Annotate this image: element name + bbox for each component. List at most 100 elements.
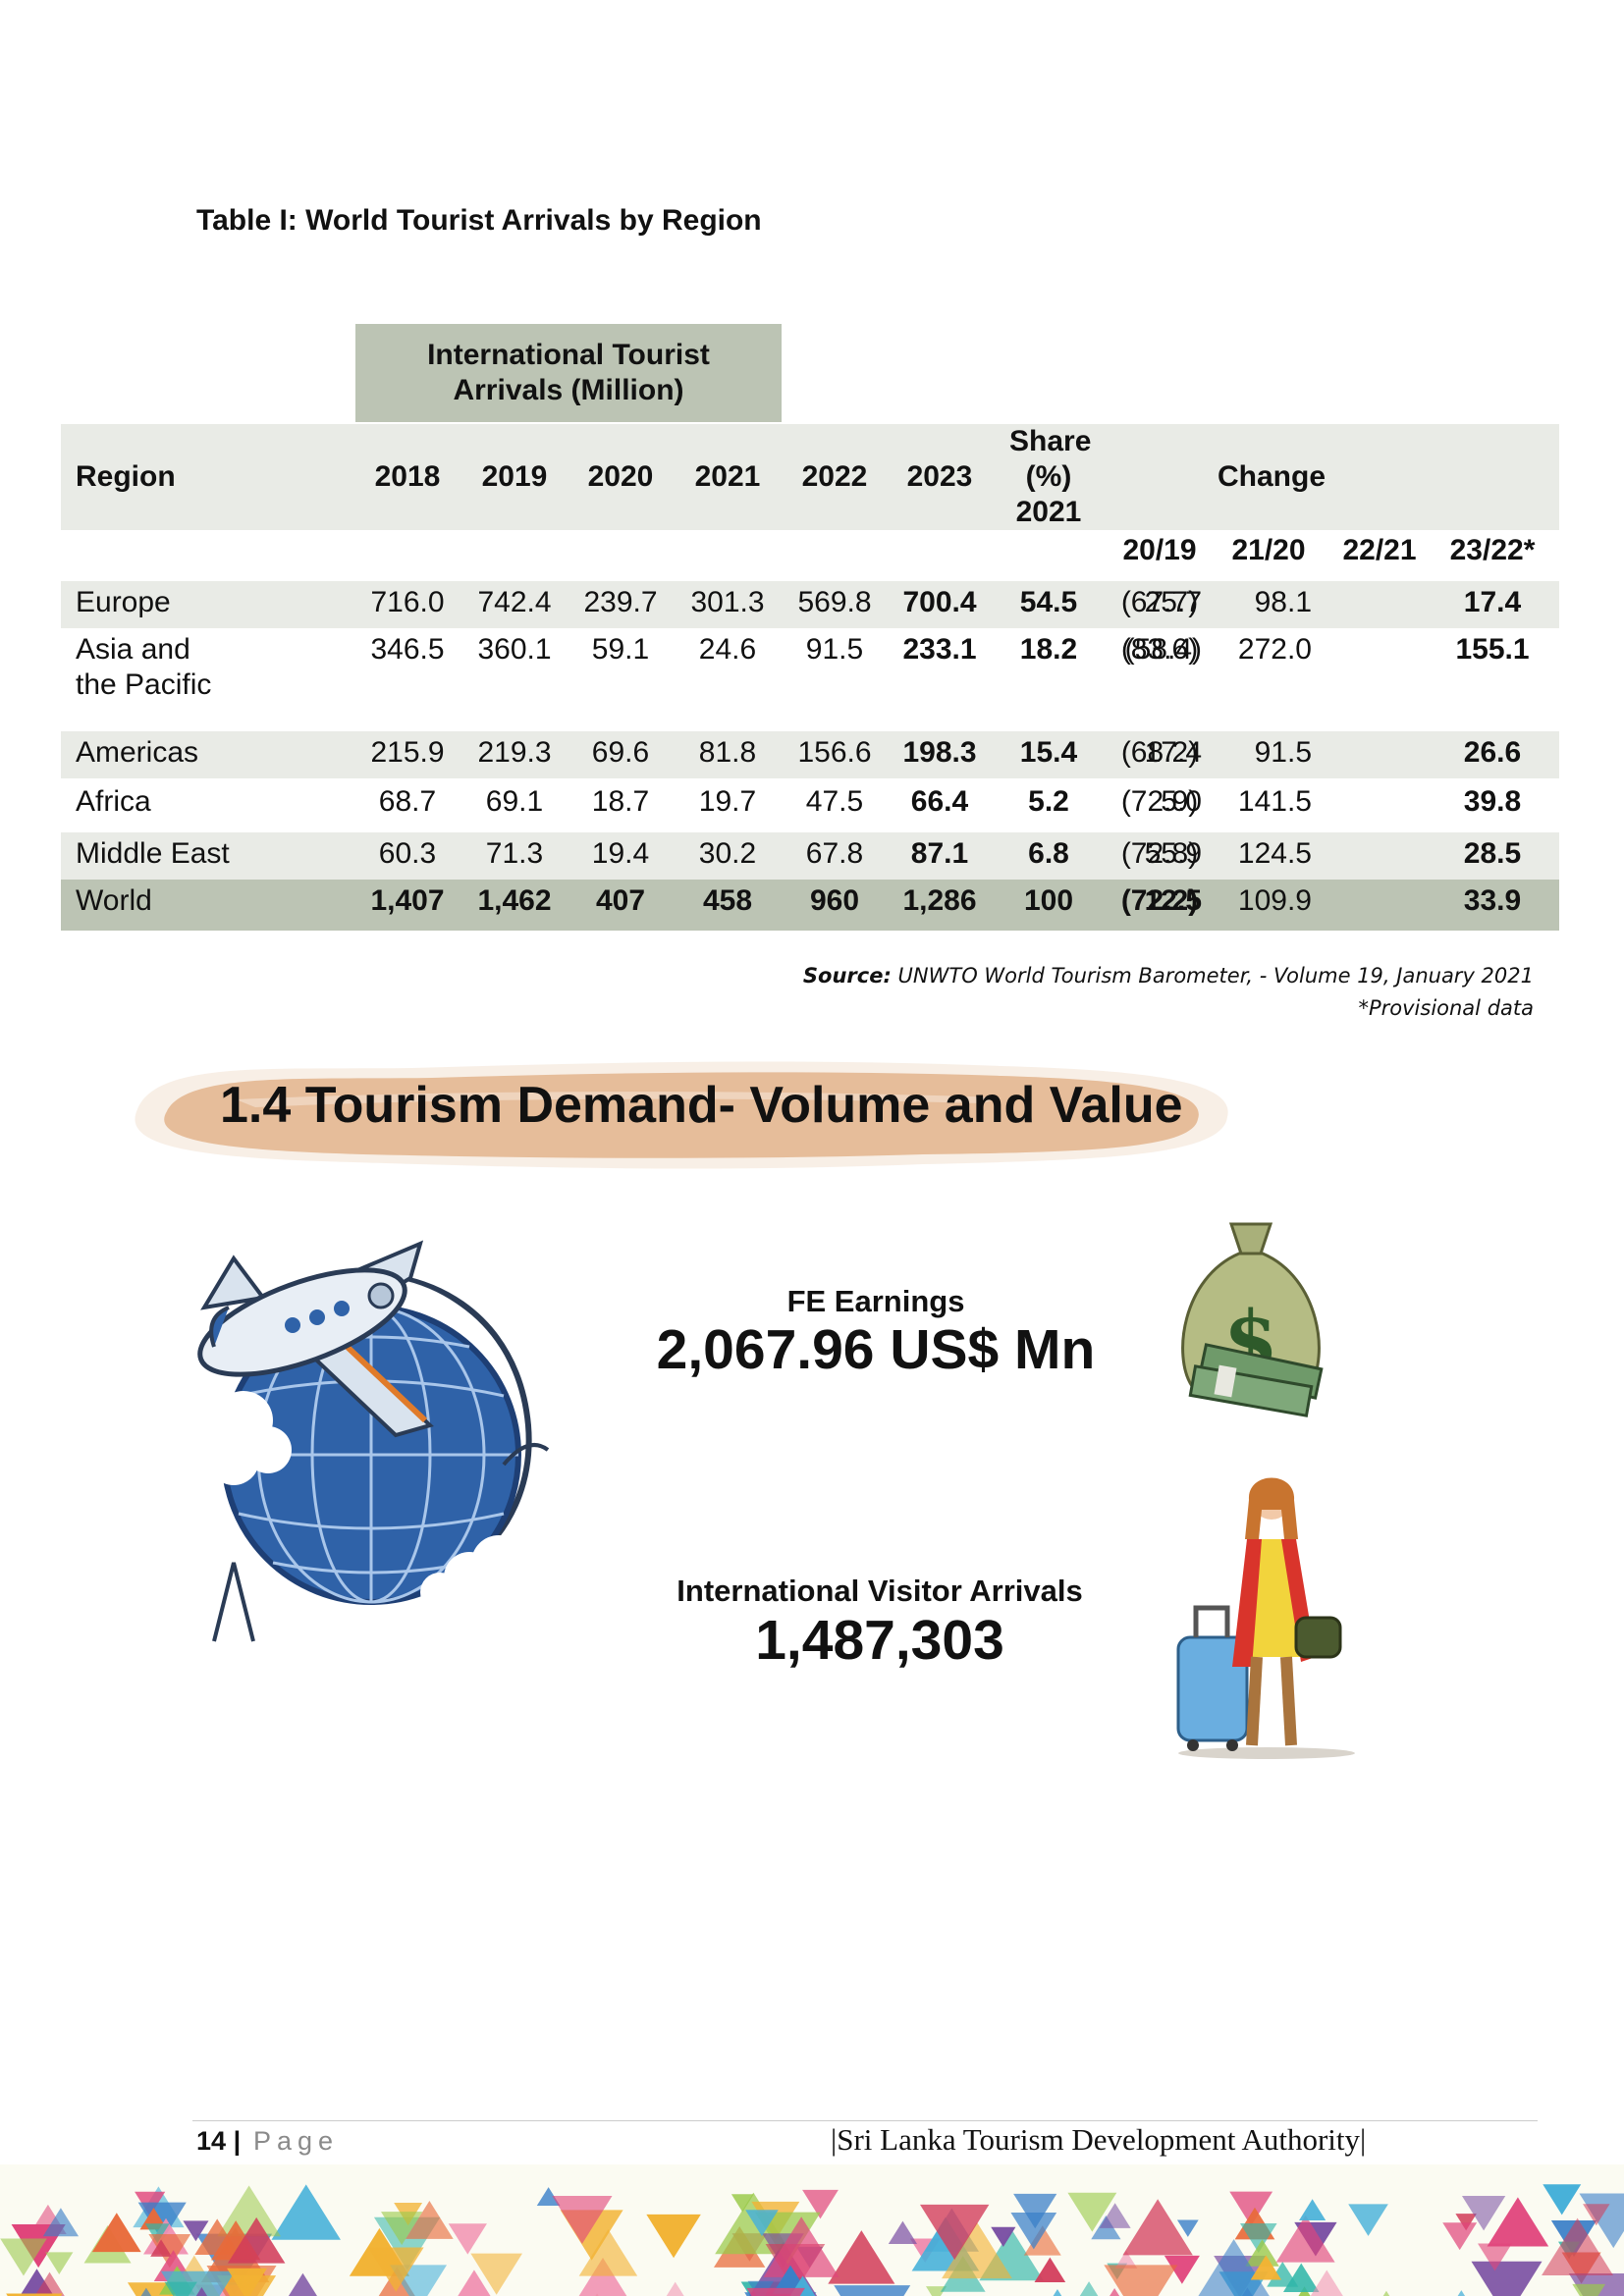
table-row-region: Asia and the Pacific bbox=[76, 633, 212, 701]
source-line: Source: UNWTO World Tourism Barometer, -… bbox=[803, 964, 1534, 988]
table-row-band bbox=[61, 880, 1559, 931]
table-cell-change: 5.0 bbox=[1161, 785, 1202, 818]
group-header: International Tourist Arrivals (Million) bbox=[355, 324, 782, 422]
table-cell-share: 100 bbox=[1023, 884, 1074, 917]
fe-earnings-label: FE Earnings bbox=[786, 1284, 965, 1318]
table-cell-arrivals: 346.5 bbox=[370, 633, 445, 666]
table-row-region: Middle East bbox=[76, 837, 230, 870]
decorative-footer-band bbox=[0, 2164, 1624, 2296]
table-cell-arrivals: 239.7 bbox=[583, 586, 658, 618]
table-cell-change: (68.2) bbox=[1120, 736, 1199, 769]
table-cell-change: (72.9) bbox=[1120, 785, 1199, 818]
fe-earnings-value: 2,067.96 US$ Mn bbox=[656, 1318, 1096, 1381]
table-cell-arrivals: 71.3 bbox=[485, 837, 544, 870]
table-cell-arrivals: 716.0 bbox=[370, 586, 445, 618]
table-cell-arrivals: 960 bbox=[809, 884, 860, 917]
header-change-period: 21/20 bbox=[1231, 534, 1306, 566]
table-cell-change: (83.6) bbox=[1120, 633, 1199, 666]
table-row-band bbox=[61, 832, 1559, 880]
table-cell-change: 124.5 bbox=[1237, 837, 1312, 870]
visitor-arrivals-label: International Visitor Arrivals bbox=[677, 1574, 1083, 1608]
group-header-label: International Tourist Arrivals (Million) bbox=[427, 339, 710, 406]
table-cell-change: 28.5 bbox=[1463, 837, 1522, 870]
table-cell-change: 141.5 bbox=[1237, 785, 1312, 818]
header-year: 2018 bbox=[374, 460, 441, 493]
table-cell-change: 17.4 bbox=[1144, 736, 1202, 769]
table-cell-arrivals: 301.3 bbox=[690, 586, 765, 618]
table-cell-arrivals: 87.1 bbox=[910, 837, 969, 870]
table-cell-arrivals: 47.5 bbox=[805, 785, 864, 818]
table-cell-arrivals: 69.1 bbox=[485, 785, 544, 818]
table-cell-arrivals: 1,286 bbox=[902, 884, 977, 917]
table-cell-change: 12.5 bbox=[1144, 884, 1202, 917]
section-banner bbox=[135, 1061, 1228, 1169]
table-cell-change: 17.4 bbox=[1463, 586, 1522, 618]
page-number-value: 14 bbox=[196, 2126, 227, 2156]
table-cell-change: 109.9 bbox=[1237, 884, 1312, 917]
table-cell-arrivals: 219.3 bbox=[477, 736, 552, 769]
page-separator: | bbox=[233, 2126, 242, 2156]
table-cell-change: 91.5 bbox=[1254, 736, 1312, 769]
table-cell-arrivals: 407 bbox=[595, 884, 646, 917]
table-title: Table I: World Tourist Arrivals by Regio… bbox=[196, 204, 762, 237]
table-row-region: Africa bbox=[76, 785, 151, 818]
table-cell-arrivals: 233.1 bbox=[902, 633, 977, 666]
table-cell-arrivals: 19.7 bbox=[698, 785, 757, 818]
table-cell-arrivals: 18.7 bbox=[591, 785, 650, 818]
table-cell-arrivals: 569.8 bbox=[797, 586, 872, 618]
table-cell-arrivals: 458 bbox=[702, 884, 753, 917]
table-cell-arrivals: 91.5 bbox=[805, 633, 864, 666]
table-cell-share: 6.8 bbox=[1028, 837, 1069, 870]
table-cell-arrivals: 24.6 bbox=[698, 633, 757, 666]
table-cell-arrivals: 215.9 bbox=[370, 736, 445, 769]
table-cell-change: 33.9 bbox=[1463, 884, 1522, 917]
header-year: 2022 bbox=[801, 460, 868, 493]
section-title: 1.4 Tourism Demand- Volume and Value bbox=[220, 1077, 1183, 1134]
table-cell-arrivals: 360.1 bbox=[477, 633, 552, 666]
table-cell-arrivals: 68.7 bbox=[378, 785, 437, 818]
header-year: 2021 bbox=[694, 460, 761, 493]
header-region: Region bbox=[76, 460, 176, 493]
table-cell-arrivals: 1,462 bbox=[477, 884, 552, 917]
header-year: 2020 bbox=[587, 460, 654, 493]
page-word: Page bbox=[253, 2126, 340, 2156]
table-cell-change: 155.1 bbox=[1455, 633, 1530, 666]
table-cell-share: 15.4 bbox=[1019, 736, 1078, 769]
table-cell-arrivals: 69.6 bbox=[591, 736, 650, 769]
table-cell-arrivals: 742.4 bbox=[477, 586, 552, 618]
header-band bbox=[61, 424, 1559, 530]
tourist-arrivals-table: Region 2018 2019 2020 2021 2022 2023 Share (%) … bbox=[0, 0, 1624, 982]
traveler-icon bbox=[1176, 1477, 1355, 1759]
table-cell-share: 18.2 bbox=[1019, 633, 1078, 666]
table-cell-arrivals: 700.4 bbox=[902, 586, 977, 618]
page-number: 14 | bbox=[196, 2126, 241, 2157]
table-row-band bbox=[61, 731, 1559, 778]
table-cell-change: 25.7 bbox=[1144, 586, 1202, 618]
header-change-period: 20/19 bbox=[1122, 534, 1197, 566]
table-cell-share: 5.2 bbox=[1028, 785, 1069, 818]
source-label: Source: bbox=[802, 964, 892, 988]
table-cell-arrivals: 59.1 bbox=[591, 633, 650, 666]
table-cell-arrivals: 19.4 bbox=[591, 837, 650, 870]
footer-organization: |Sri Lanka Tourism Development Authority… bbox=[831, 2122, 1367, 2157]
table-cell-arrivals: 60.3 bbox=[378, 837, 437, 870]
header-change-period: 22/21 bbox=[1342, 534, 1417, 566]
source-text: UNWTO World Tourism Barometer, - Volume … bbox=[891, 964, 1534, 988]
header-year: 2023 bbox=[906, 460, 973, 493]
table-row-band bbox=[61, 581, 1559, 628]
table-cell-change: (72.2) bbox=[1120, 884, 1199, 917]
airplane-globe-icon bbox=[187, 1240, 550, 1642]
table-cell-change: (72.8) bbox=[1120, 837, 1199, 870]
table-row-region: Americas bbox=[76, 736, 199, 769]
table-cell-change: 26.6 bbox=[1463, 736, 1522, 769]
table-cell-arrivals: 81.8 bbox=[698, 736, 757, 769]
table-cell-arrivals: 67.8 bbox=[805, 837, 864, 870]
header-year: 2019 bbox=[481, 460, 548, 493]
table-cell-arrivals: 198.3 bbox=[902, 736, 977, 769]
table-cell-arrivals: 66.4 bbox=[910, 785, 969, 818]
table-cell-arrivals: 1,407 bbox=[370, 884, 445, 917]
header-change: Change bbox=[1217, 460, 1326, 493]
table-cell-arrivals: 30.2 bbox=[698, 837, 757, 870]
header-change-period: 23/22* bbox=[1449, 534, 1536, 566]
table-cell-change: (67.7) bbox=[1120, 586, 1199, 618]
